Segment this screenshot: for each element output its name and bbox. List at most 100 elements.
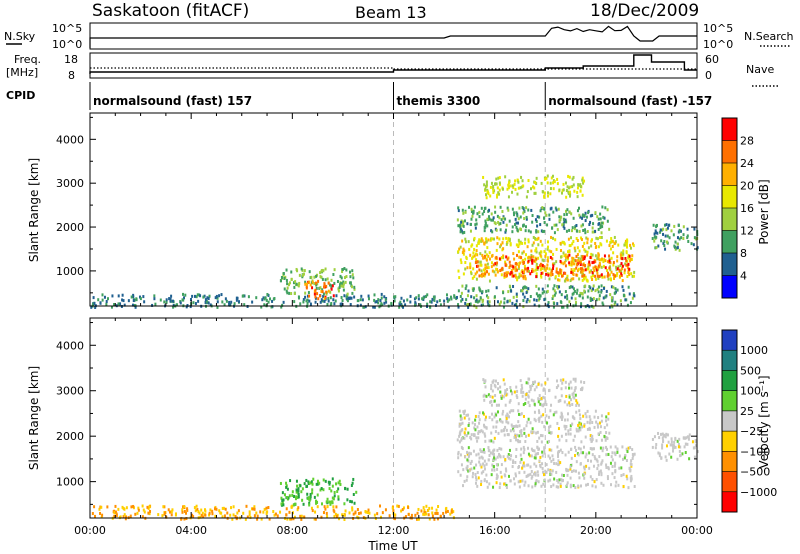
power-cell <box>540 275 543 279</box>
velocity-cell <box>297 487 300 491</box>
velocity-cell <box>458 434 461 438</box>
velocity-cell <box>508 400 511 404</box>
power-cell <box>507 186 510 190</box>
velocity-cell <box>475 463 478 467</box>
power-cell <box>521 289 524 293</box>
velocity-cell <box>528 390 531 394</box>
power-cell <box>514 217 517 221</box>
velocity-cell <box>589 475 592 479</box>
power-cell <box>525 215 528 219</box>
velocity-cell <box>557 454 560 458</box>
power-cell <box>117 302 120 306</box>
power-cell <box>532 185 535 189</box>
velocity-cell <box>311 491 314 495</box>
power-cell <box>538 215 541 219</box>
velocity-cell <box>507 453 510 457</box>
power-cell <box>342 280 345 284</box>
velocity-cell <box>417 517 420 521</box>
power-cell <box>577 206 580 210</box>
power-cell <box>481 290 484 294</box>
power-cell <box>473 236 476 240</box>
power-cell <box>142 295 145 299</box>
velocity-cell <box>542 395 545 399</box>
power-cell <box>337 289 340 293</box>
velocity-cell <box>148 512 151 516</box>
power-cell <box>512 284 515 288</box>
power-cell <box>615 268 618 272</box>
power-cell <box>470 217 473 221</box>
power-cell <box>447 305 450 309</box>
power-cell <box>333 302 336 306</box>
power-cell <box>672 233 675 237</box>
power-cell <box>111 294 114 298</box>
velocity-cell <box>490 387 493 391</box>
power-colorbar-label: Power [dB] <box>757 179 771 244</box>
power-cell <box>189 297 192 301</box>
velocity-cell <box>476 439 479 443</box>
power-cell <box>487 302 490 306</box>
power-cell <box>522 299 525 303</box>
power-cell <box>604 206 607 210</box>
velocity-cell <box>630 474 633 478</box>
power-cell <box>340 284 343 288</box>
velocity-cell <box>289 479 292 483</box>
power-cell <box>581 244 584 248</box>
velocity-cell <box>688 457 691 461</box>
velocity-cell <box>99 511 102 515</box>
velocity-cell <box>288 494 291 498</box>
power-cell <box>325 284 328 288</box>
power-cell <box>585 215 588 219</box>
power-cell <box>546 223 549 227</box>
velocity-cell <box>538 394 541 398</box>
power-cell <box>518 242 521 246</box>
velocity-cell <box>541 454 544 458</box>
power-cell <box>552 181 555 185</box>
power-cell <box>496 270 499 274</box>
power-cell <box>237 300 240 304</box>
power-cell <box>310 275 313 279</box>
power-cell <box>572 272 575 276</box>
velocity-cell <box>315 482 318 486</box>
velocity-cell <box>518 471 521 475</box>
velocity-cell <box>558 399 561 403</box>
power-cell <box>547 273 550 277</box>
velocity-cell <box>281 501 284 505</box>
velocity-cell <box>322 511 325 515</box>
power-cell <box>531 243 534 247</box>
power-cell <box>614 291 617 295</box>
power-colorbar-tick-label: 16 <box>740 202 754 215</box>
power-cell <box>535 275 538 279</box>
power-cell <box>321 268 324 272</box>
power-cell <box>572 183 575 187</box>
velocity-cell <box>574 486 577 490</box>
power-cell <box>182 292 185 296</box>
velocity-cell <box>481 430 484 434</box>
velocity-cell <box>549 409 552 413</box>
power-cell <box>488 279 491 283</box>
velocity-cell <box>575 399 578 403</box>
velocity-cell <box>537 409 540 413</box>
power-cell <box>537 298 540 302</box>
power-cell <box>433 298 436 302</box>
power-cell <box>478 210 481 214</box>
power-cell <box>552 305 555 309</box>
power-cell <box>602 286 605 290</box>
power-cell <box>601 205 604 209</box>
velocity-cell <box>231 517 234 521</box>
power-cell <box>335 294 338 298</box>
power-cell <box>421 297 424 301</box>
velocity-cell <box>431 506 434 510</box>
power-cell <box>513 213 516 217</box>
power-cell <box>139 297 142 301</box>
velocity-cell <box>544 469 547 473</box>
power-cell <box>628 273 631 277</box>
velocity-cell <box>543 446 546 450</box>
velocity-cell <box>434 511 437 515</box>
velocity-cell <box>130 505 133 509</box>
power-cell <box>552 252 555 256</box>
velocity-cell <box>560 394 563 398</box>
power-cell <box>263 303 266 307</box>
velocity-cell <box>290 517 293 521</box>
power-cell <box>302 272 305 276</box>
power-cell <box>135 297 138 301</box>
